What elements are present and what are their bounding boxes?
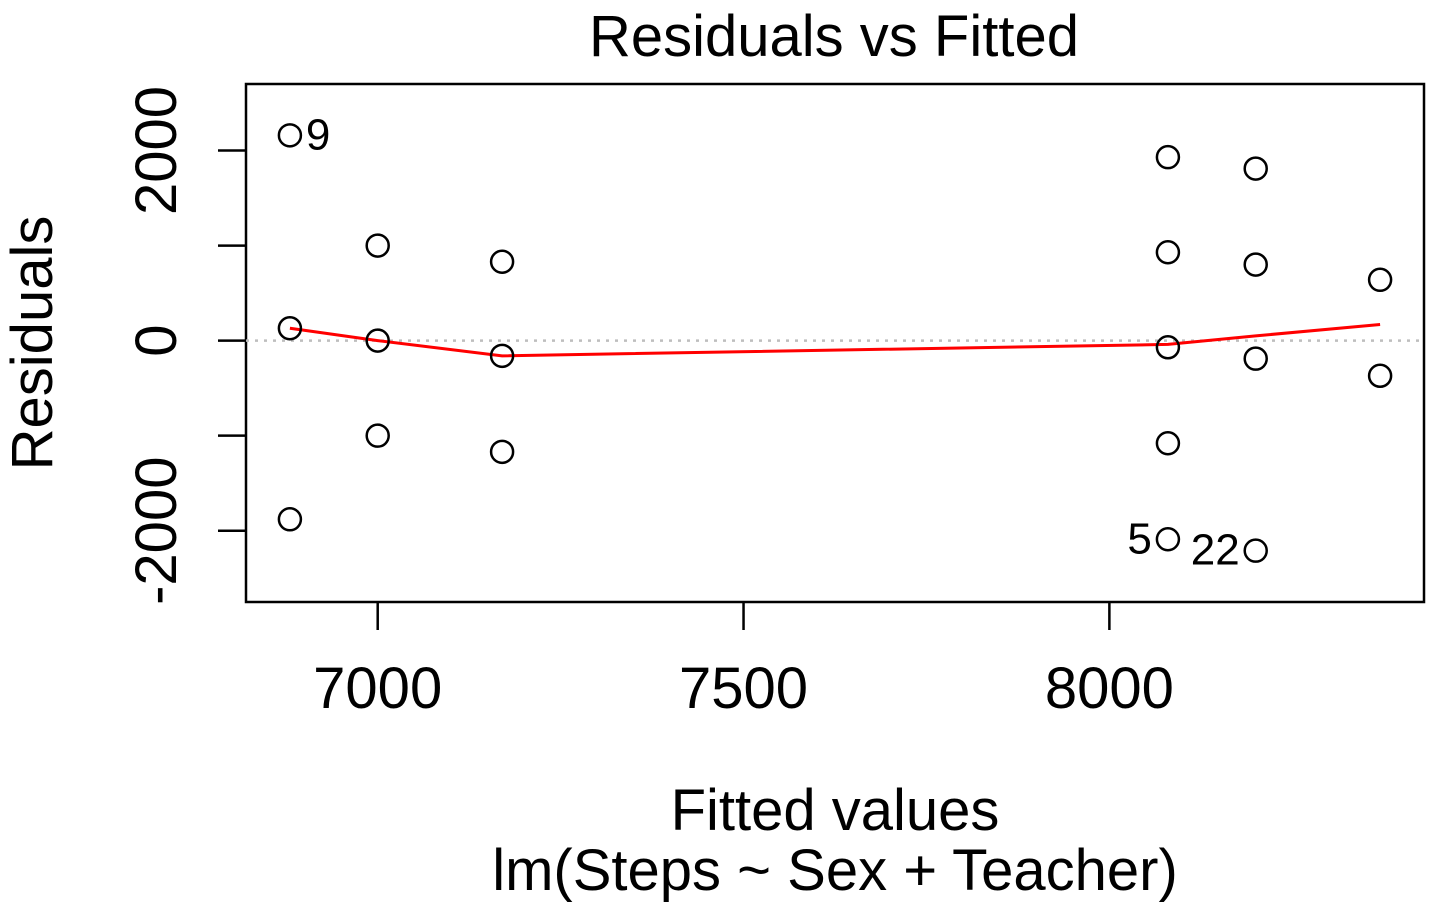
x-tick-label-2: 8000: [1045, 656, 1174, 721]
point-18: [1367, 267, 1393, 293]
y-axis-label: Residuals: [0, 216, 65, 471]
point-19: [1367, 363, 1393, 389]
y-tick-label-1: 0: [124, 324, 189, 356]
point-label-22: 22: [1191, 526, 1240, 575]
x-tick-label-1: 7500: [679, 656, 808, 721]
data-points: 9 5 22: [277, 110, 1393, 575]
x-axis: 7000 7500 8000: [313, 602, 1174, 721]
point-16: [1243, 346, 1268, 371]
chart-title: Residuals vs Fitted: [589, 4, 1079, 69]
point-3: [365, 233, 390, 258]
x-tick-label-0: 7000: [313, 656, 442, 721]
point-label-5: 5: [1127, 514, 1151, 563]
point-17: [1243, 538, 1268, 563]
point-7: [489, 343, 515, 369]
point-1: [277, 316, 303, 341]
point-9: [1155, 144, 1181, 170]
point-4: [365, 328, 390, 353]
point-label-9: 9: [306, 110, 330, 159]
x-axis-label: Fitted values: [671, 778, 1000, 843]
point-11: [1155, 335, 1181, 360]
point-0: [277, 123, 303, 148]
point-13: [1155, 527, 1181, 552]
point-6: [489, 249, 515, 274]
point-15: [1243, 252, 1268, 277]
point-12: [1155, 431, 1181, 456]
point-10: [1155, 239, 1181, 265]
y-tick-label-2: 2000: [124, 86, 189, 215]
point-8: [489, 439, 515, 465]
smooth-line: [289, 322, 1381, 358]
y-tick-label-0: -2000: [124, 457, 189, 605]
model-subtitle: lm(Steps ~ Sex + Teacher): [492, 838, 1178, 903]
point-5: [365, 423, 390, 448]
smooth-trend-line: [289, 322, 1381, 358]
plot-frame: [244, 82, 1426, 604]
point-2: [277, 507, 303, 532]
point-14: [1243, 156, 1268, 181]
y-axis: -2000 0 2000: [124, 86, 246, 605]
